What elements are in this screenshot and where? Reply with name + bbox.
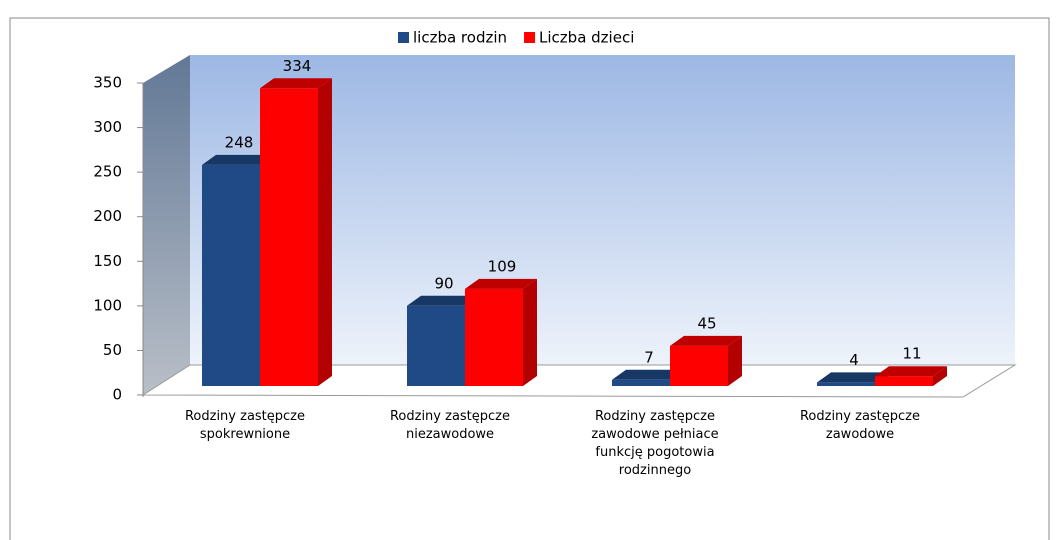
x-tick-label: Rodziny zastępcze zawodowe [800,409,920,442]
y-tick-label: 0 [112,386,122,404]
x-tick-label: Rodziny zastępcze zawodowe pełniace funkcj… [591,409,718,478]
legend-swatch [524,32,536,43]
data-label: 7 [644,348,654,366]
bar-top [202,154,274,165]
y-tick-label: 250 [93,163,122,181]
bar-side [318,78,332,387]
bar-top [875,366,947,377]
bar [612,379,670,386]
bar [202,164,260,386]
legend-swatch [398,32,409,43]
data-label: 4 [849,351,859,369]
bar-side [933,366,947,386]
data-label: 334 [283,57,312,75]
bar [260,88,318,387]
x-tick-label: Rodziny zastępcze niezawodowe [390,409,510,442]
bar-top [465,278,537,289]
legend-label: Liczba dzieci [539,29,634,47]
bar [465,288,523,386]
bar-side [523,278,537,386]
bar [817,382,875,386]
data-label: 90 [434,274,453,292]
bar-side [728,335,742,386]
bar-top [260,78,332,89]
side-wall [143,55,190,395]
y-tick-label: 50 [103,341,122,359]
y-tick-label: 300 [93,118,122,136]
bar-top [612,369,684,380]
legend-label: liczba rodzin [413,29,507,47]
floor [141,364,1017,398]
y-tick-label: 350 [93,74,122,92]
bar [670,345,728,386]
y-tick-label: 200 [93,207,122,225]
bar-top [670,335,742,346]
data-label: 11 [902,345,921,363]
back-wall [190,55,1015,365]
bar-top [817,372,889,383]
data-label: 45 [697,314,716,332]
x-tick-label: Rodziny zastępcze spokrewnione [185,409,305,442]
bar-top [407,295,479,306]
y-tick-label: 100 [93,296,122,314]
data-label: 248 [225,133,254,151]
y-tick-label: 150 [93,252,122,270]
bar [875,376,933,386]
data-label: 109 [488,257,517,275]
bar [407,305,465,386]
